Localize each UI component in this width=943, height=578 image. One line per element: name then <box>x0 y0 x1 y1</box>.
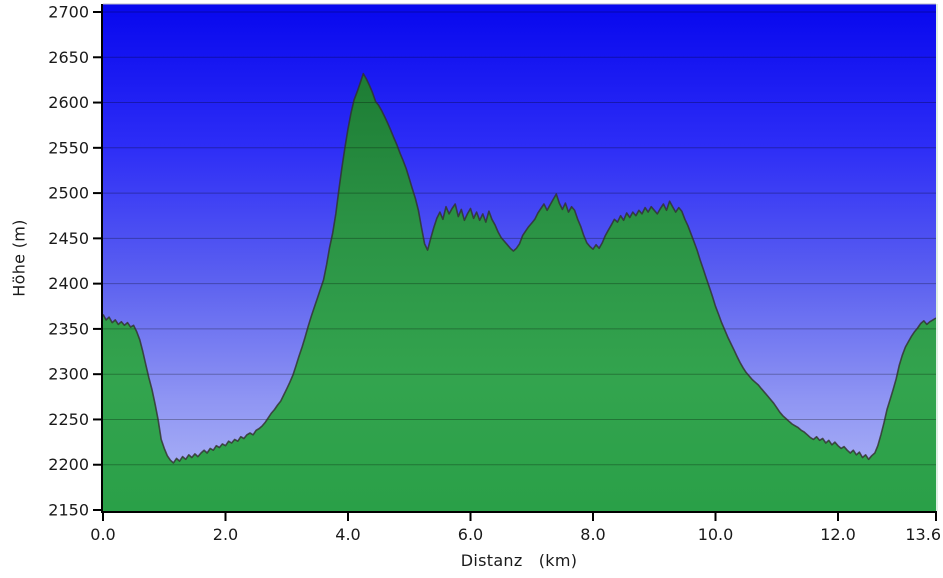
y-tick-label: 2500 <box>48 184 89 203</box>
x-tick-label: 2.0 <box>213 525 238 544</box>
x-tick-label: 4.0 <box>335 525 360 544</box>
x-tick-label: 10.0 <box>698 525 734 544</box>
y-tick-label: 2200 <box>48 455 89 474</box>
x-axis-label: Distanz (km) <box>460 551 578 570</box>
y-tick-label: 2700 <box>48 3 89 22</box>
y-tick-label: 2650 <box>48 48 89 67</box>
x-tick-label: 12.0 <box>820 525 856 544</box>
x-tick-label: 6.0 <box>458 525 483 544</box>
x-tick-label: 13.6 <box>905 525 941 544</box>
y-tick-label: 2600 <box>48 93 89 112</box>
y-axis-label: Höhe (m) <box>9 219 29 297</box>
y-tick-label: 2550 <box>48 138 89 157</box>
x-tick-label: 0.0 <box>90 525 115 544</box>
elevation-profile-line <box>102 72 937 464</box>
y-tick-label: 2300 <box>48 365 89 384</box>
y-tick-label: 2150 <box>48 501 89 520</box>
y-tick-label: 2450 <box>48 229 89 248</box>
elevation-area-series <box>103 73 936 511</box>
y-tick-label: 2350 <box>48 319 89 338</box>
y-tick-label: 2250 <box>48 410 89 429</box>
x-tick-label: 8.0 <box>580 525 605 544</box>
y-tick-label: 2400 <box>48 274 89 293</box>
